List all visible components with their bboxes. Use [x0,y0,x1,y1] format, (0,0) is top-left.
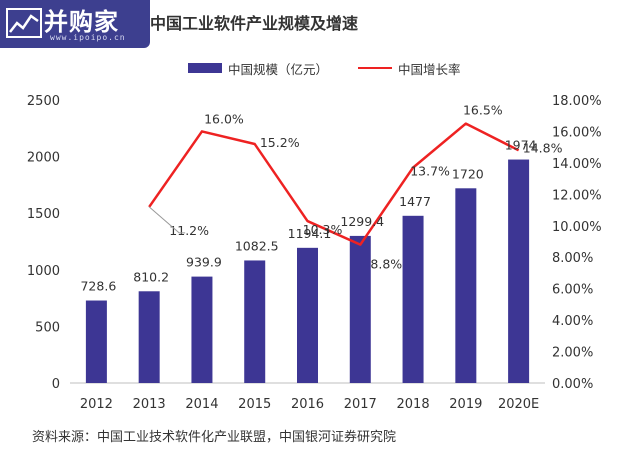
bar [191,276,213,383]
chart-title: 中国工业软件产业规模及增速 [150,14,359,33]
x-tick-label: 2017 [344,397,377,412]
legend-line-label: 中国增长率 [398,61,461,77]
bar [244,260,266,383]
line-data-label: 16.0% [204,111,244,126]
x-tick-label: 2020E [498,397,539,412]
bar [297,247,318,383]
bar-data-label: 810.2 [133,269,169,284]
bar-data-label: 1974 [505,138,537,153]
line-data-label: 14.8% [523,140,563,155]
x-tick-label: 2016 [291,397,324,412]
bar-data-label: 1082.5 [235,238,279,253]
source-note: 资料来源：中国工业技术软件化产业联盟，中国银河证券研究院 [32,430,397,445]
y-right-tick-label: 14.00% [552,157,602,172]
x-tick-label: 2015 [238,397,271,412]
line-data-label: 11.2% [169,223,209,238]
x-tick-label: 2012 [80,397,113,412]
line-data-label: 15.2% [260,135,300,150]
y-left-tick-label: 0 [52,377,60,392]
y-right-tick-label: 8.00% [552,251,593,266]
legend-bar-swatch [188,63,222,73]
line-data-label: 8.8% [370,257,402,272]
y-right-tick-label: 10.00% [552,220,602,235]
y-left-tick-label: 1000 [27,264,60,279]
logo-subtext: www.ipoipo.cn [50,33,126,42]
line-data-label: 10.3% [303,222,343,237]
legend-bar-label: 中国规模（亿元） [228,61,329,77]
line-data-label: 13.7% [410,164,450,179]
bar-data-label: 1477 [399,194,431,209]
leader-line [148,206,186,234]
y-left-tick-label: 1500 [27,207,60,222]
y-right-tick-label: 0.00% [552,377,593,392]
bar [349,235,371,383]
x-tick-label: 2013 [133,397,166,412]
x-tick-label: 2019 [449,397,482,412]
legend-line-swatch [358,67,393,69]
y-right-tick-label: 16.00% [552,125,602,140]
line-data-label: 16.5% [463,103,503,118]
bar [508,159,530,383]
growth-line [148,122,520,246]
y-left-tick-label: 2500 [27,94,60,109]
x-tick-label: 2014 [185,397,218,412]
bar-data-label: 1720 [452,166,484,181]
bar-data-label: 939.9 [186,255,222,270]
bar [138,291,160,383]
legend: 中国规模（亿元） 中国增长率 [188,58,461,78]
bar [455,188,477,383]
bar-data-label: 1194.1 [288,226,332,241]
chart-trend-icon [6,8,42,38]
y-right-tick-label: 6.00% [552,283,593,298]
x-tick-label: 2018 [397,397,430,412]
bar [85,300,107,383]
y-right-tick-label: 12.00% [552,188,602,203]
y-left-tick-label: 2000 [27,151,60,166]
y-right-tick-label: 2.00% [552,346,593,361]
bar [402,215,424,383]
logo: 并购家 www.ipoipo.cn [0,0,150,48]
logo-text: 并购家 [44,8,119,36]
y-right-tick-label: 4.00% [552,314,593,329]
y-left-tick-label: 500 [35,320,60,335]
bar-data-label: 1299.4 [340,214,384,229]
bar-data-label: 728.6 [80,279,116,294]
y-right-tick-label: 18.00% [552,94,602,109]
